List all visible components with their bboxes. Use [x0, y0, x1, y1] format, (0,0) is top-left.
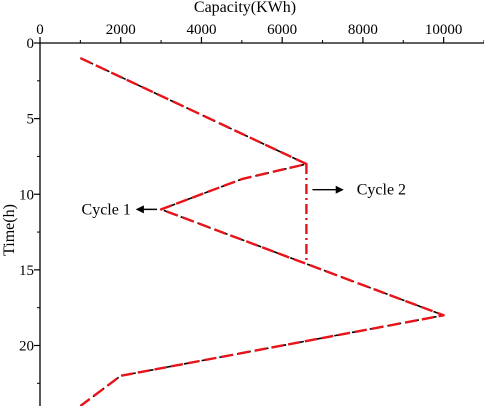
x-tick-label: 6000 [267, 22, 297, 38]
y-tick-label: 10 [19, 187, 34, 203]
annotation-label-1: Cycle 1 [82, 201, 131, 218]
y-axis-title: Time(h) [1, 204, 18, 256]
y-tick-label: 5 [27, 112, 35, 128]
x-tick-label: 10000 [425, 22, 463, 38]
y-tick-label: 15 [19, 263, 34, 279]
annotations: Cycle 1 Cycle 2 [82, 182, 407, 219]
annotation-label-2: Cycle 2 [357, 182, 406, 199]
x-tick-label: 4000 [186, 22, 216, 38]
x-tick-label: 0 [36, 22, 44, 38]
series-layer [79, 57, 445, 406]
y-tick-label: 20 [19, 339, 34, 355]
axes: 0 2000 4000 6000 8000 10000 0 5 10 15 20 [19, 22, 484, 406]
series-line-1 [79, 57, 445, 406]
x-tick-label: 2000 [106, 22, 136, 38]
x-tick-label: 8000 [348, 22, 378, 38]
x-axis-title: Capacity(KWh) [194, 0, 296, 16]
series-line-2 [79, 57, 445, 406]
y-tick-label: 0 [27, 36, 35, 52]
